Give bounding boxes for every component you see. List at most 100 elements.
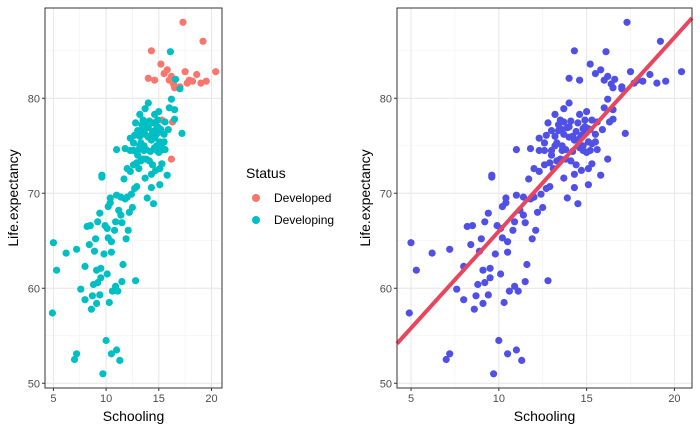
data-point bbox=[179, 18, 187, 26]
data-point bbox=[428, 249, 436, 257]
data-point bbox=[188, 77, 197, 85]
right-x-ticks: 5 10 15 20 bbox=[408, 388, 681, 405]
data-point bbox=[442, 355, 450, 364]
data-point bbox=[504, 248, 512, 256]
data-point bbox=[563, 194, 571, 202]
data-point bbox=[591, 138, 600, 146]
data-point bbox=[147, 184, 155, 192]
data-point bbox=[133, 183, 141, 191]
data-point bbox=[542, 131, 550, 139]
data-point bbox=[512, 191, 521, 199]
data-point bbox=[626, 68, 635, 76]
data-point bbox=[479, 299, 487, 307]
data-point bbox=[600, 104, 608, 112]
data-point bbox=[540, 146, 549, 155]
data-point bbox=[172, 75, 180, 83]
data-point bbox=[154, 116, 162, 124]
data-point bbox=[565, 123, 573, 131]
data-point bbox=[156, 181, 164, 189]
data-point bbox=[151, 76, 159, 84]
data-point bbox=[463, 222, 471, 231]
data-point bbox=[453, 285, 461, 293]
data-point bbox=[618, 83, 626, 91]
data-point bbox=[502, 194, 510, 202]
data-point bbox=[576, 76, 584, 84]
data-point bbox=[128, 203, 136, 212]
data-point bbox=[677, 68, 686, 76]
data-point bbox=[98, 173, 106, 181]
data-point bbox=[96, 291, 104, 299]
data-point bbox=[124, 226, 132, 234]
data-point bbox=[497, 270, 505, 278]
data-point bbox=[127, 190, 135, 198]
data-point bbox=[565, 74, 573, 82]
data-point bbox=[148, 161, 157, 169]
legend: Status Developed Developing bbox=[246, 165, 334, 227]
y-tick-label: 70 bbox=[28, 188, 40, 200]
data-point bbox=[574, 200, 582, 208]
data-point bbox=[157, 60, 165, 68]
data-point bbox=[597, 171, 605, 179]
data-point bbox=[537, 190, 545, 198]
data-point bbox=[591, 70, 600, 78]
data-point bbox=[103, 270, 111, 278]
data-point bbox=[460, 296, 468, 304]
x-tick-label: 10 bbox=[100, 393, 112, 405]
y-tick-label: 60 bbox=[28, 283, 40, 295]
data-point bbox=[547, 127, 556, 135]
data-point bbox=[588, 160, 596, 168]
data-point bbox=[178, 129, 186, 137]
data-point bbox=[560, 105, 568, 113]
data-point bbox=[149, 200, 158, 208]
data-point bbox=[163, 66, 171, 74]
data-point bbox=[539, 203, 547, 212]
data-point bbox=[90, 247, 99, 255]
data-point bbox=[553, 139, 561, 147]
data-point bbox=[73, 350, 81, 358]
data-point bbox=[605, 118, 614, 126]
data-point bbox=[96, 209, 104, 217]
data-point bbox=[621, 129, 629, 137]
data-point bbox=[653, 79, 661, 87]
data-point bbox=[81, 262, 89, 270]
data-point bbox=[498, 234, 506, 242]
data-point bbox=[163, 171, 171, 179]
data-point bbox=[118, 278, 126, 286]
data-point bbox=[509, 226, 517, 234]
data-point bbox=[93, 299, 101, 307]
left-plot-panel bbox=[45, 8, 222, 388]
data-point bbox=[49, 239, 58, 247]
y-tick-label: 50 bbox=[380, 378, 392, 390]
data-point bbox=[147, 47, 155, 55]
data-point bbox=[656, 37, 665, 45]
data-point bbox=[481, 218, 489, 226]
data-point bbox=[97, 274, 105, 282]
data-point bbox=[167, 95, 175, 103]
y-tick-label: 80 bbox=[380, 93, 392, 105]
data-point bbox=[129, 139, 138, 147]
data-point bbox=[512, 346, 521, 354]
data-point bbox=[158, 160, 166, 168]
data-point bbox=[77, 285, 85, 293]
data-point bbox=[202, 77, 210, 85]
data-point bbox=[526, 145, 535, 153]
data-point bbox=[572, 161, 580, 169]
left-y-ticks: 50 60 70 80 bbox=[28, 93, 45, 390]
data-point bbox=[161, 146, 169, 154]
data-point bbox=[604, 155, 612, 163]
data-point bbox=[514, 287, 522, 295]
data-point bbox=[48, 309, 57, 317]
data-point bbox=[107, 238, 115, 246]
data-point bbox=[110, 226, 119, 234]
data-point bbox=[567, 157, 575, 165]
data-point bbox=[490, 370, 498, 378]
x-tick-label: 20 bbox=[205, 393, 217, 405]
data-point bbox=[107, 350, 115, 358]
data-point bbox=[609, 84, 617, 92]
data-point bbox=[85, 241, 93, 249]
x-tick-label: 15 bbox=[581, 393, 593, 405]
data-point bbox=[171, 115, 179, 123]
data-point bbox=[144, 74, 152, 82]
data-point bbox=[521, 219, 529, 227]
data-point bbox=[591, 130, 600, 138]
